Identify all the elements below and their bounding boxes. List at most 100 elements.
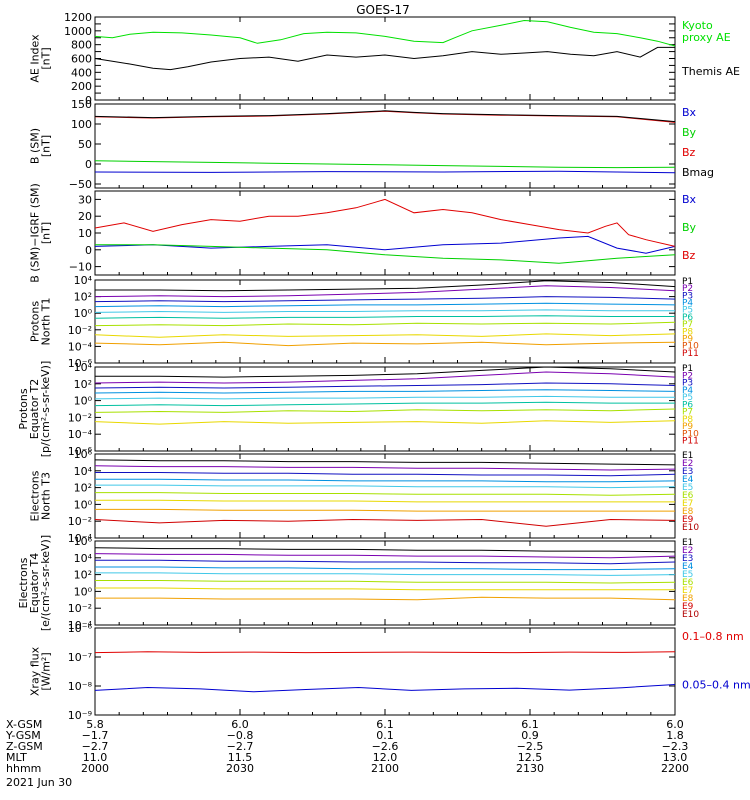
series-line <box>95 559 676 565</box>
legend-entry: Kyoto proxy AE <box>682 19 731 44</box>
footer-value: 1.8 <box>666 729 684 742</box>
legend-entry: P3 <box>682 291 693 301</box>
y-tick-label: 10⁻⁸ <box>68 680 93 693</box>
y-axis-label: [nT] <box>40 222 53 244</box>
y-tick-label: 1000 <box>64 25 92 38</box>
series-line <box>94 302 676 308</box>
legend-entry: P5 <box>682 306 693 316</box>
series-line <box>94 110 676 123</box>
y-tick-label: 10⁴ <box>74 552 93 565</box>
date-label: 2021 Jun 30 <box>6 776 72 789</box>
series-line <box>94 553 676 559</box>
legend-entry: E10 <box>682 610 699 620</box>
legend-entry: P8 <box>682 415 693 425</box>
footer-value: −2.6 <box>372 740 399 753</box>
y-tick-label: 0 <box>85 158 92 171</box>
y-tick-label: 10⁻⁴ <box>68 619 93 632</box>
x-axis-footer: X-GSMY-GSMZ-GSMMLThhmm5.8−1.7−2.711.0200… <box>5 718 689 789</box>
legend-entry: P3 <box>682 379 693 389</box>
series-line <box>94 371 676 384</box>
y-axis-label: AE Index <box>29 34 42 83</box>
series-line <box>94 459 676 466</box>
legend-entry: By <box>682 126 697 139</box>
y-tick-label: 10⁻⁴ <box>68 428 93 441</box>
y-axis-label: Electrons <box>29 470 42 521</box>
series-line <box>95 499 675 503</box>
legend-entry: E2 <box>682 459 693 469</box>
y-tick-label: 10² <box>74 378 92 391</box>
footer-value: 12.5 <box>518 751 543 764</box>
series-line <box>95 508 675 512</box>
y-axis-label: Protons <box>17 388 30 429</box>
y-tick-label: 10⁴ <box>74 274 93 287</box>
footer-value: −2.5 <box>517 740 544 753</box>
y-tick-label: 10⁰ <box>74 498 93 511</box>
legend-entry: E1 <box>682 538 693 548</box>
footer-value: 11.5 <box>228 751 253 764</box>
y-axis-label: B (SM)−IGRF (SM) <box>29 183 42 283</box>
panel-frame <box>94 627 676 716</box>
footer-value: 5.8 <box>86 718 104 731</box>
footer-row-label: hhmm <box>6 762 41 775</box>
footer-value: −1.7 <box>82 729 109 742</box>
y-axis-label: [nT] <box>40 135 53 157</box>
legend-entry: P10 <box>682 429 699 439</box>
y-tick-label: −10 <box>69 261 92 274</box>
panel-3: −10 0 10 20 30 B (SM)−IGRF (SM)[nT] Bx By Bz <box>29 183 697 283</box>
legend-entry: P7 <box>682 320 693 330</box>
y-axis-label: [W/m²] <box>40 652 53 690</box>
series-line <box>94 235 676 254</box>
series-line <box>95 572 676 576</box>
y-axis-label: Protons <box>29 301 42 342</box>
y-axis-label: North T1 <box>40 298 53 346</box>
footer-value: 0.9 <box>521 729 539 742</box>
y-axis-label: Xray flux <box>29 646 42 696</box>
y-tick-label: 10⁰ <box>74 395 93 408</box>
legend-entry: E9 <box>682 602 694 612</box>
legend-entry: E6 <box>682 578 694 588</box>
legend-entry: Bz <box>682 146 696 159</box>
legend-entry: Bx <box>682 193 697 206</box>
y-tick-label: 10⁴ <box>74 465 93 478</box>
legend-entry: P2 <box>682 284 693 294</box>
legend-entry: 0.05–0.4 nm <box>682 679 750 692</box>
y-tick-label: 10⁻² <box>68 411 92 424</box>
y-tick-label: 10⁻⁶ <box>68 622 93 635</box>
panel-8: 10⁻⁹ 10⁻⁸ 10⁻⁷ 10⁻⁶ Xray flux[W/m²] 0.1–0.8 n… <box>29 622 750 722</box>
legend-entry: P10 <box>682 342 699 352</box>
series-line <box>94 309 675 313</box>
y-tick-label: 20 <box>78 210 92 223</box>
legend-entry: Themis AE <box>681 65 740 78</box>
y-tick-label: 600 <box>71 53 92 66</box>
y-tick-label: 10⁻⁶ <box>68 445 93 458</box>
y-axis-label: North T3 <box>40 472 53 520</box>
y-tick-label: 10⁻⁶ <box>68 357 93 370</box>
legend-entry: E6 <box>682 491 694 501</box>
legend-entry: P11 <box>682 437 699 447</box>
series-line <box>94 389 676 394</box>
y-tick-label: 150 <box>71 98 92 111</box>
legend-entry: P11 <box>682 349 699 359</box>
footer-value: 11.0 <box>83 751 108 764</box>
y-tick-label: 10² <box>74 569 92 582</box>
legend-entry: P7 <box>682 408 693 418</box>
legend-entry: P6 <box>682 313 693 323</box>
series-line <box>95 596 676 601</box>
series-line <box>94 651 676 654</box>
series-line <box>95 492 676 496</box>
y-axis-label: Electrons <box>17 557 30 608</box>
footer-value: 2100 <box>371 762 399 775</box>
footer-value: 6.0 <box>231 718 249 731</box>
footer-value: 6.0 <box>666 718 684 731</box>
legend-entry: Bx <box>682 106 697 119</box>
legend-entry: P1 <box>682 364 693 374</box>
legend-entry: P4 <box>682 299 693 309</box>
series-line <box>94 408 676 413</box>
series-line <box>95 566 676 571</box>
panel-2: −50 0 50 100 150 B (SM)[nT] Bx By Bz Bmag <box>29 98 715 191</box>
legend-entry: P9 <box>682 422 693 432</box>
